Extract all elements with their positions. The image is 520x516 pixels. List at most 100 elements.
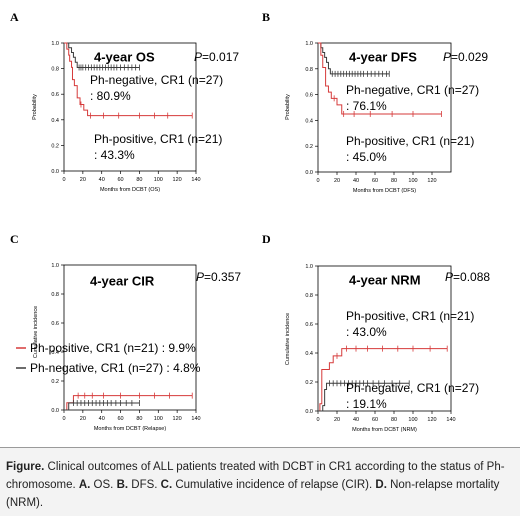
- panel-d-series-0-line: [318, 348, 448, 412]
- panel-b-x-tick-label: 40: [353, 178, 359, 184]
- panel-c-x-tick-label: 140: [191, 416, 200, 422]
- caption-part-d-letter: D.: [375, 479, 387, 491]
- panel-b-y-tick-label: 0.0: [305, 170, 313, 176]
- panel-d-x-tick-label: 0: [316, 417, 319, 423]
- panel-b-x-tick-label: 120: [427, 178, 436, 184]
- panel-d-y-tick-label: 0.0: [305, 409, 313, 415]
- panel-d-y-tick-label: 1.0: [305, 264, 313, 270]
- panel-b-x-tick-label: 80: [391, 178, 397, 184]
- panel-d-letter: D: [262, 232, 271, 246]
- panel-b-p-value: P=0.029: [443, 50, 488, 64]
- panel-c-y-tick-label: 0.0: [51, 408, 59, 414]
- panel-a-x-axis-label: Months from DCBT (OS): [100, 187, 160, 193]
- panel-c-x-tick-label: 80: [136, 416, 142, 422]
- panel-c-x-tick-label: 120: [173, 416, 182, 422]
- panel-a-x-tick-label: 20: [80, 177, 86, 183]
- caption-part-b-letter: B.: [116, 479, 129, 491]
- panel-d-annotation-1-value: : 19.1%: [346, 397, 387, 411]
- panel-c-title: 4-year CIR: [90, 274, 155, 289]
- panel-b-y-axis-label: Probability: [285, 94, 291, 120]
- panel-c-p-value: P=0.357: [196, 270, 241, 284]
- panel-d-p-value: P=0.088: [445, 270, 490, 284]
- caption-part-c-text: Cumulative incidence of relapse (CIR).: [172, 479, 376, 491]
- panel-c-y-tick-label: 0.4: [51, 350, 59, 356]
- panel-a-y-tick-label: 0.6: [51, 92, 59, 98]
- panel-c-y-axis-label: Cumulative incidence: [33, 306, 39, 358]
- panel-d-plot-frame: [317, 265, 452, 412]
- panel-b-y-tick-label: 0.6: [305, 93, 313, 99]
- panel-b-letter: B: [262, 10, 270, 24]
- panel-a-x-tick-label: 0: [62, 177, 65, 183]
- panel-d-y-tick-label: 0.4: [305, 351, 313, 357]
- panel-b-series-1-line: [318, 42, 442, 115]
- panel-d-x-tick-label: 140: [446, 417, 455, 423]
- panel-b-x-tick-label: 20: [334, 178, 340, 184]
- panel-c-y-tick-label: 1.0: [51, 263, 59, 269]
- panel-a-series-0-line: [64, 42, 140, 68]
- panel-c-x-tick-label: 100: [154, 416, 163, 422]
- panel-a-title: 4-year OS: [94, 50, 155, 65]
- panel-d-x-tick-label: 40: [353, 417, 359, 423]
- panel-a-annotation-1-value: : 43.3%: [94, 148, 135, 162]
- caption-part-c-letter: C.: [160, 479, 173, 491]
- panel-c-x-tick-label: 40: [99, 416, 105, 422]
- panel-a-y-tick-label: 0.4: [51, 118, 59, 124]
- panel-d-y-tick-label: 0.8: [305, 293, 313, 299]
- panel-a-y-tick-label: 0.2: [51, 143, 59, 149]
- panel-b-y-tick-label: 1.0: [305, 41, 313, 47]
- panel-a-x-tick-label: 60: [118, 177, 124, 183]
- panel-d-y-tick-label: 0.6: [305, 322, 313, 328]
- panel-a-y-tick-label: 0.8: [51, 67, 59, 73]
- panel-d-y-axis-label: Cumulative incidence: [285, 313, 291, 365]
- panel-d-series-1-line: [318, 382, 410, 412]
- panel-a-x-tick-label: 40: [99, 177, 105, 183]
- panel-a-letter: A: [10, 10, 19, 24]
- figure: A 0.0 0.2 0.4 0.6 0.8 1.0 0 20 40 60 80 100 120 140 Mon…: [10, 10, 490, 433]
- panel-b-title: 4-year DFS: [349, 50, 417, 65]
- panel-c-x-tick-label: 20: [80, 416, 86, 422]
- panel-b-annotation-0-group: Ph-negative, CR1 (n=27): [346, 83, 479, 97]
- panel-d-x-tick-label: 100: [408, 417, 417, 423]
- caption-part-b-text: DFS.: [128, 479, 161, 491]
- caption-part-d-text: Non-relapse mortality (NRM).: [6, 479, 500, 509]
- panel-b-x-tick-label: 60: [372, 178, 378, 184]
- panel-d-x-tick-label: 120: [427, 417, 436, 423]
- panel-b-annotation-0-value: : 76.1%: [346, 99, 387, 113]
- panel-c-legend-label-1: Ph-negative, CR1 (n=27) : 4.8%: [30, 361, 201, 375]
- panel-a-x-tick-label: 100: [154, 177, 163, 183]
- panel-d-title: 4-year NRM: [349, 273, 421, 288]
- panel-d-annotation-1-group: Ph-negative, CR1 (n=27): [346, 381, 479, 395]
- caption-intro: Clinical outcomes of ALL patients treate…: [6, 461, 505, 491]
- panel-a-y-tick-label: 0.0: [51, 169, 59, 175]
- panel-c-x-tick-label: 60: [118, 416, 124, 422]
- panel-a-x-tick-label: 120: [173, 177, 182, 183]
- panel-b-annotation-1-value: : 45.0%: [346, 150, 387, 164]
- panel-a-y-tick-label: 1.0: [51, 41, 59, 47]
- panel-b-y-tick-label: 0.8: [305, 67, 313, 73]
- panel-a-x-tick-label: 80: [136, 177, 142, 183]
- panel-d-y-tick-label: 0.2: [305, 380, 313, 386]
- panel-d-x-tick-label: 80: [391, 417, 397, 423]
- panel-a-y-axis-label: Probability: [32, 94, 38, 120]
- caption-part-a-text: OS.: [90, 479, 117, 491]
- panel-a-annotation-1-group: Ph-positive, CR1 (n=21): [94, 132, 222, 146]
- caption-part-a-letter: A.: [78, 479, 91, 491]
- panel-a-p-value: P=0.017: [194, 50, 239, 64]
- panel-d-annotation-0-group: Ph-positive, CR1 (n=21): [346, 309, 474, 323]
- panel-d-x-tick-label: 60: [372, 417, 378, 423]
- panel-a-annotation-0-value: : 80.9%: [90, 89, 131, 103]
- panel-c-plot-frame: [63, 264, 197, 411]
- panel-c-y-tick-label: 0.8: [51, 292, 59, 298]
- panel-d-annotation-0-value: : 43.0%: [346, 325, 387, 339]
- panel-a-plot-frame: [63, 42, 197, 172]
- panel-c-series-1-line: [64, 402, 140, 411]
- panel-a-x-tick-label: 140: [191, 177, 200, 183]
- panel-b-x-tick-label: 0: [316, 178, 319, 184]
- panel-b-y-tick-label: 0.2: [305, 144, 313, 150]
- figure-caption: Figure. Clinical outcomes of ALL patient…: [0, 447, 520, 516]
- panel-c-legend-label-0: Ph-positive, CR1 (n=21) : 9.9%: [30, 341, 196, 355]
- panel-c-letter: C: [10, 232, 19, 246]
- caption-figure-label: Figure.: [6, 461, 45, 473]
- panel-a-series-1-line: [64, 42, 193, 117]
- panel-b-x-axis-label: Months from DCBT (DFS): [353, 188, 416, 194]
